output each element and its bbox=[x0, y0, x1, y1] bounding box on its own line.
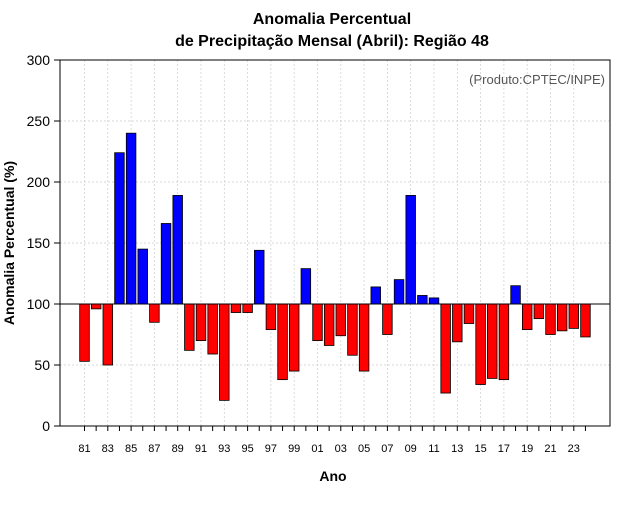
credit-label: (Produto:CPTEC/INPE) bbox=[469, 72, 605, 87]
bar-81 bbox=[79, 303, 90, 362]
y-tick-label: 150 bbox=[27, 235, 51, 251]
y-tick-label: 50 bbox=[34, 357, 50, 373]
x-tick-label: 17 bbox=[498, 443, 510, 455]
y-axis-title: Anomalia Percentual (%) bbox=[1, 161, 17, 325]
bar-99 bbox=[288, 303, 300, 372]
x-tick-label: 91 bbox=[195, 443, 207, 455]
bar-18 bbox=[510, 285, 521, 305]
bar-89 bbox=[172, 195, 183, 305]
bar-10 bbox=[417, 295, 428, 305]
bar-23 bbox=[568, 303, 580, 329]
bar-20 bbox=[533, 303, 545, 320]
bar-90 bbox=[184, 303, 195, 351]
bar-85 bbox=[125, 132, 137, 305]
x-tick-label: 87 bbox=[148, 443, 160, 455]
x-tick-label: 81 bbox=[78, 443, 90, 455]
bar-86 bbox=[137, 248, 148, 305]
bar-00 bbox=[300, 268, 312, 305]
bar-94 bbox=[230, 303, 242, 313]
bar-95 bbox=[242, 303, 253, 313]
x-tick-label: 15 bbox=[474, 443, 486, 455]
x-tick-label: 85 bbox=[125, 443, 137, 455]
bar-03 bbox=[335, 303, 347, 337]
bar-06 bbox=[370, 286, 381, 305]
y-tick-label: 0 bbox=[42, 418, 50, 434]
bar-01 bbox=[312, 303, 323, 341]
y-tick-label: 250 bbox=[27, 113, 51, 129]
bar-11 bbox=[428, 297, 440, 305]
bar-21 bbox=[545, 303, 556, 335]
bar-93 bbox=[219, 303, 230, 401]
bar-17 bbox=[498, 303, 510, 381]
bar-92 bbox=[207, 303, 218, 355]
bar-14 bbox=[463, 303, 475, 324]
x-tick-label: 07 bbox=[381, 443, 393, 455]
y-tick-label: 100 bbox=[27, 296, 51, 312]
x-tick-label: 09 bbox=[405, 443, 417, 455]
bar-96 bbox=[254, 249, 265, 305]
y-tick-label: 300 bbox=[27, 52, 51, 68]
x-tick-label: 23 bbox=[568, 443, 580, 455]
x-tick-label: 05 bbox=[358, 443, 370, 455]
x-tick-label: 89 bbox=[172, 443, 184, 455]
chart-subtitle: de Precipitação Mensal (Abril): Região 4… bbox=[175, 33, 489, 50]
bar-84 bbox=[114, 152, 125, 305]
bar-02 bbox=[323, 303, 335, 346]
x-tick-label: 03 bbox=[335, 443, 347, 455]
x-tick-label: 97 bbox=[265, 443, 277, 455]
bar-87 bbox=[149, 303, 160, 323]
bar-04 bbox=[347, 303, 358, 356]
bar-05 bbox=[358, 303, 370, 372]
x-tick-label: 93 bbox=[218, 443, 230, 455]
plot-frame bbox=[59, 59, 611, 427]
bar-09 bbox=[405, 195, 416, 305]
bar-22 bbox=[556, 303, 568, 332]
x-tick-label: 83 bbox=[102, 443, 114, 455]
bar-98 bbox=[277, 303, 288, 381]
bar-91 bbox=[195, 303, 207, 341]
bar-15 bbox=[475, 303, 486, 385]
bar-19 bbox=[522, 303, 533, 331]
bar-07 bbox=[382, 303, 393, 335]
bar-12 bbox=[440, 303, 451, 394]
bar-88 bbox=[160, 223, 172, 305]
bar-82 bbox=[90, 303, 102, 310]
x-tick-label: 99 bbox=[288, 443, 300, 455]
x-tick-label: 19 bbox=[521, 443, 533, 455]
x-tick-label: 95 bbox=[241, 443, 253, 455]
y-axis: 0 50 100 150 200 250 300 bbox=[27, 52, 60, 434]
bar-97 bbox=[265, 303, 277, 331]
y-tick-label: 200 bbox=[27, 174, 51, 190]
bar-08 bbox=[393, 279, 405, 305]
bar-13 bbox=[452, 303, 463, 343]
x-axis-title: Ano bbox=[319, 468, 346, 484]
bar-16 bbox=[487, 303, 498, 379]
x-tick-label: 21 bbox=[544, 443, 556, 455]
grid bbox=[60, 59, 610, 427]
bars bbox=[79, 132, 591, 401]
x-axis: 81 83 85 87 89 91 93 95 97 99 01 03 05 07 09 11 13 15 17 19… bbox=[78, 426, 586, 455]
x-tick-label: 01 bbox=[311, 443, 323, 455]
bar-24 bbox=[580, 303, 591, 338]
x-tick-label: 11 bbox=[428, 443, 439, 455]
chart-title: Anomalia Percentual bbox=[253, 11, 411, 28]
x-tick-label: 13 bbox=[451, 443, 463, 455]
bar-83 bbox=[102, 303, 114, 366]
